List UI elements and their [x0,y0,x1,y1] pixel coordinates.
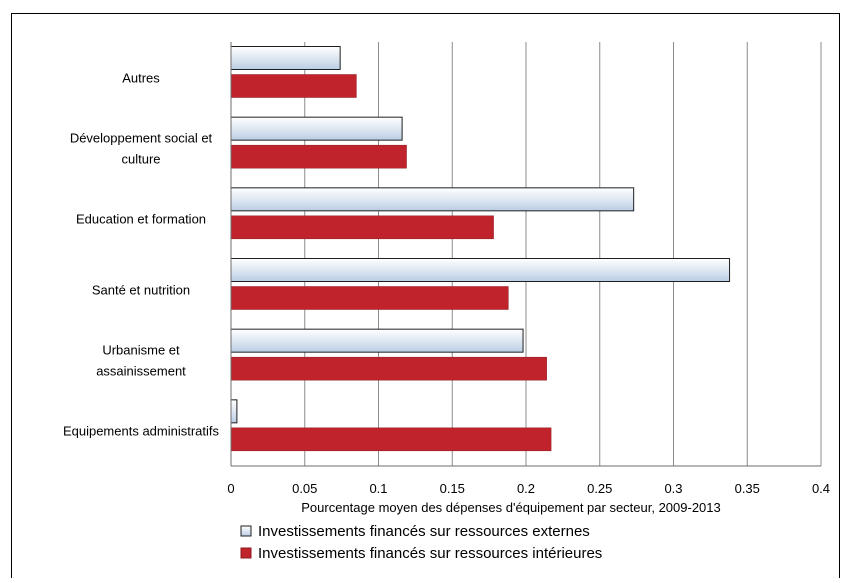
bar-internal [230,356,547,381]
category-label: Equipements administratifs [63,424,220,439]
category-label: Urbanisme et [102,343,180,358]
legend-label-internal: Investissements financés sur ressources … [258,545,602,562]
bar-internal [230,427,552,452]
legend-label-external: Investissements financés sur ressources … [258,523,590,540]
legend: Investissements financés sur ressources … [240,523,602,562]
category-labels: Autres Développement social et culture Educ… [63,70,220,438]
category-label: Développement social et [70,131,213,146]
bar-internal [230,74,357,98]
bar-external [230,328,524,353]
category-label: assainissement [96,364,186,379]
bar-internal [230,215,494,240]
x-tick-label: 0.25 [587,481,612,496]
tick-labels: 0 0.05 0.1 0.15 0.2 0.25 0.3 0.35 0.4 [227,481,830,496]
bar-external [230,116,403,141]
category-label: culture [121,152,160,167]
x-tick-label: 0 [227,481,234,496]
legend-swatch-internal [240,547,252,559]
legend-swatch-external [240,525,252,537]
bar-external [230,258,731,282]
x-tick-label: 0.2 [517,481,535,496]
x-tick-label: 0.35 [735,481,760,496]
bar-external [230,46,341,70]
x-tick-label: 0.05 [292,481,317,496]
x-tick-label: 0.15 [440,481,465,496]
bar-external [230,399,238,424]
axes [230,42,821,467]
category-label: Autres [122,70,160,85]
bar-internal [230,286,509,310]
grid-lines [304,42,822,466]
x-tick-label: 0.1 [369,481,387,496]
x-axis-title: Pourcentage moyen des dépenses d'équipem… [301,500,721,515]
x-tick-label: 0.3 [664,481,682,496]
bar-external [230,187,635,212]
category-label: Education et formation [76,212,206,227]
x-tick-label: 0.4 [812,481,830,496]
bar-internal [230,144,407,169]
category-label: Santé et nutrition [92,282,190,297]
